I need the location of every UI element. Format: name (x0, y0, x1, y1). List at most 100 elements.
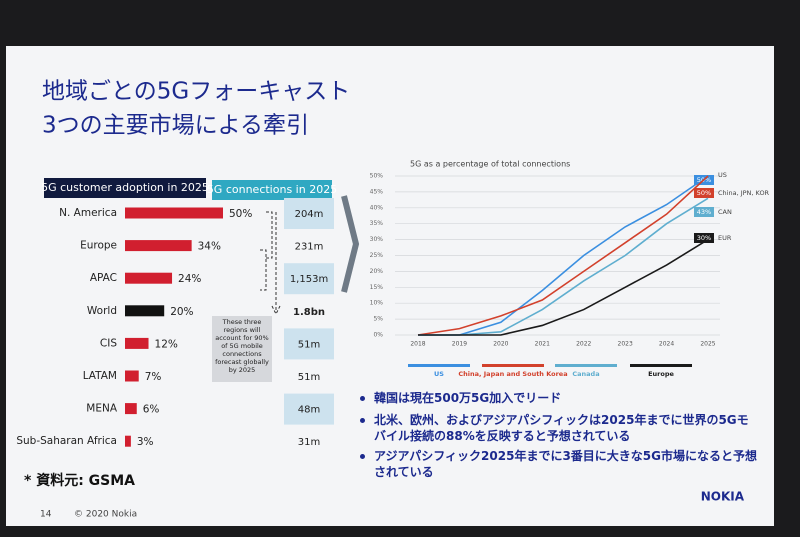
y-tick-label: 25% (370, 252, 384, 259)
logo: NOKIA (701, 490, 745, 504)
bar (125, 403, 137, 415)
table-cell (284, 295, 334, 327)
table-cell-text: 51m (298, 339, 320, 350)
category-label: MENA (86, 403, 118, 415)
source: * 資料元: GSMA (24, 472, 135, 489)
table-cell (284, 263, 334, 295)
table-cell-text: 31m (298, 437, 320, 448)
bracket (260, 211, 273, 291)
bar-chart-title: 5G customer adoption in 2025 (41, 181, 209, 194)
y-tick-label: 0% (373, 332, 383, 339)
value-label: 34% (198, 241, 221, 253)
end-label: China, JPN, KOR (718, 189, 770, 197)
series-line (417, 175, 709, 336)
y-tick-label: 40% (370, 204, 384, 211)
value-label-box (694, 188, 714, 198)
table-cell (284, 361, 334, 392)
value-label: 6% (143, 404, 160, 416)
value-label: 43% (697, 208, 711, 216)
bar (125, 337, 149, 349)
legend-swatch (555, 364, 617, 367)
title-line: 地域ごとの5Gフォーキャスト (42, 79, 350, 105)
table-cell (284, 426, 334, 458)
bullet-list: 韓国は現在500万5G加入でリード北米、欧州、およびアジアパシフィックは2025… (360, 390, 760, 486)
value-label-box (694, 207, 714, 217)
table-cell-text: 204m (295, 209, 324, 220)
table-cell-text: 231m (295, 242, 324, 253)
x-tick-label: 2023 (618, 341, 633, 348)
arrow (271, 212, 281, 316)
annotation: These three regions will account for 90%… (215, 318, 269, 374)
legend-label: US (434, 370, 444, 378)
value-label: 50% (697, 189, 711, 197)
value-label: 20% (170, 306, 193, 318)
table-cell-text: 48m (298, 405, 320, 416)
copyright: © 2020 Nokia (74, 510, 137, 520)
y-tick-label: 15% (370, 284, 384, 291)
value-label: 24% (178, 273, 201, 285)
bullet: 北米、欧州、およびアジアパシフィックは2025年までに世界の5Gモバイル接続の8… (360, 412, 760, 444)
bar (125, 435, 131, 447)
bar (125, 272, 173, 284)
bullet: アジアパシフィック2025年までに3番目に大きな5G市場になると予想されている (360, 448, 760, 480)
header-box (44, 178, 206, 198)
legend-swatch (408, 364, 470, 367)
y-tick-label: 5% (373, 316, 383, 323)
header-box (212, 180, 332, 200)
annotation-box (212, 316, 272, 382)
x-tick-label: 2022 (576, 341, 591, 348)
series-line (418, 175, 709, 336)
table-cell-text: 51m (298, 372, 320, 383)
value-label: 7% (145, 371, 162, 383)
y-tick-label: 35% (370, 220, 384, 227)
legend-label: Canada (572, 370, 599, 378)
x-tick-label: 2021 (535, 341, 550, 348)
bar (125, 240, 192, 252)
table-cell-text: 1,153m (290, 274, 328, 285)
bar (125, 370, 139, 382)
table-cell (284, 393, 334, 425)
bullet-dot (360, 454, 365, 459)
legend-swatch (482, 364, 544, 367)
category-label: Sub-Saharan Africa (16, 435, 117, 447)
y-tick-label: 50% (370, 173, 384, 180)
y-tick-label: 30% (370, 236, 384, 243)
table-cell (284, 328, 334, 360)
x-tick-label: 2018 (410, 341, 425, 348)
y-tick-label: 10% (370, 300, 384, 307)
value-label: 30% (697, 234, 711, 242)
bullet-text: 北米、欧州、およびアジアパシフィックは2025年までに世界の5Gモバイル接続の8… (374, 413, 749, 443)
category-label: LATAM (83, 370, 117, 382)
x-tick-label: 2019 (452, 341, 467, 348)
category-label: World (87, 305, 117, 317)
title-line: 3つの主要市場による牽引 (42, 113, 309, 139)
bar (125, 207, 223, 219)
table-cell-text: 1.8bn (293, 307, 325, 318)
category-label: N. America (59, 207, 117, 219)
line-chart-title: 5G as a percentage of total connections (410, 160, 570, 169)
legend-swatch (630, 364, 692, 367)
bullet-dot (360, 396, 365, 401)
bullet-text: 韓国は現在500万5G加入でリード (374, 391, 562, 405)
bar (125, 305, 165, 317)
value-label: 12% (155, 338, 178, 350)
y-tick-label: 20% (370, 268, 384, 275)
table-cell (284, 230, 334, 262)
bullet: 韓国は現在500万5G加入でリード (360, 390, 760, 406)
table-cell (284, 198, 334, 229)
bullet-dot (360, 418, 365, 423)
series-line (418, 238, 709, 336)
legend-label: China, Japan and South Korea (458, 370, 567, 378)
annotation-wrap: These three regions will account for 90%… (215, 318, 269, 374)
connections-title: 5G connections in 2025 (207, 183, 337, 196)
x-tick-label: 2024 (659, 341, 674, 348)
slide-background (6, 46, 774, 526)
legend-label: Europe (648, 370, 674, 378)
x-tick-label: 2025 (700, 341, 715, 348)
end-label: CAN (718, 208, 732, 216)
value-label: 50% (229, 208, 252, 220)
chevron (341, 195, 360, 293)
category-label: APAC (90, 272, 117, 284)
